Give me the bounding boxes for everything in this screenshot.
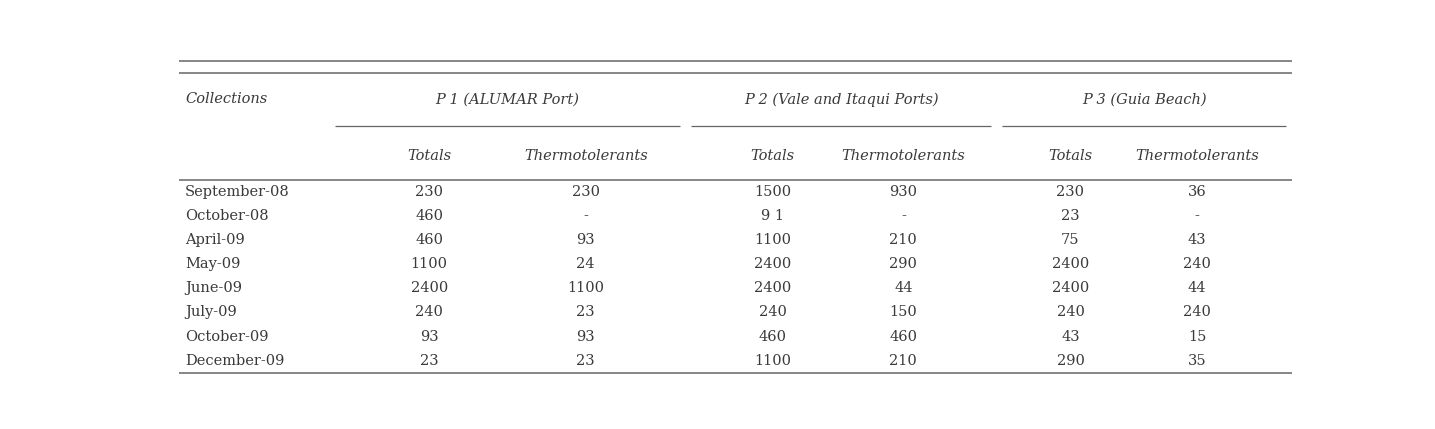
Text: September-08: September-08 [185,185,290,199]
Text: October-09: October-09 [185,329,268,344]
Text: 9 1: 9 1 [761,209,784,224]
Text: 460: 460 [415,209,443,224]
Text: 230: 230 [1056,185,1085,199]
Text: 44: 44 [1188,281,1207,296]
Text: 240: 240 [1056,305,1085,320]
Text: May-09: May-09 [185,257,240,272]
Text: 93: 93 [577,329,596,344]
Text: 290: 290 [1056,353,1085,368]
Text: 36: 36 [1188,185,1207,199]
Text: Thermotolerants: Thermotolerants [524,148,647,163]
Text: 15: 15 [1188,329,1207,344]
Text: Totals: Totals [1049,148,1092,163]
Text: 460: 460 [759,329,786,344]
Text: 230: 230 [415,185,443,199]
Text: 44: 44 [894,281,913,296]
Text: 240: 240 [1184,305,1211,320]
Text: 210: 210 [890,233,917,248]
Text: -: - [1195,209,1200,224]
Text: 210: 210 [890,353,917,368]
Text: 23: 23 [577,353,596,368]
Text: 1100: 1100 [753,353,791,368]
Text: 460: 460 [415,233,443,248]
Text: Totals: Totals [751,148,795,163]
Text: 240: 240 [759,305,786,320]
Text: 2400: 2400 [410,281,448,296]
Text: 23: 23 [420,353,439,368]
Text: 290: 290 [890,257,917,272]
Text: Collections: Collections [185,92,267,106]
Text: 150: 150 [890,305,917,320]
Text: 2400: 2400 [753,257,791,272]
Text: June-09: June-09 [185,281,243,296]
Text: April-09: April-09 [185,233,245,248]
Text: 2400: 2400 [753,281,791,296]
Text: 1100: 1100 [753,233,791,248]
Text: P 1 (ALUMAR Port): P 1 (ALUMAR Port) [435,92,580,106]
Text: Totals: Totals [408,148,451,163]
Text: -: - [901,209,905,224]
Text: 2400: 2400 [1052,257,1089,272]
Text: P 3 (Guia Beach): P 3 (Guia Beach) [1082,92,1207,106]
Text: 75: 75 [1062,233,1079,248]
Text: 23: 23 [1060,209,1079,224]
Text: 24: 24 [577,257,596,272]
Text: 240: 240 [415,305,443,320]
Text: 93: 93 [420,329,439,344]
Text: December-09: December-09 [185,353,284,368]
Text: 43: 43 [1060,329,1079,344]
Text: October-08: October-08 [185,209,268,224]
Text: 1100: 1100 [567,281,604,296]
Text: Thermotolerants: Thermotolerants [1135,148,1258,163]
Text: -: - [583,209,588,224]
Text: 1500: 1500 [753,185,791,199]
Text: 2400: 2400 [1052,281,1089,296]
Text: 460: 460 [890,329,917,344]
Text: 35: 35 [1188,353,1207,368]
Text: 43: 43 [1188,233,1207,248]
Text: 23: 23 [577,305,596,320]
Text: July-09: July-09 [185,305,237,320]
Text: 1100: 1100 [410,257,448,272]
Text: 930: 930 [890,185,917,199]
Text: 230: 230 [571,185,600,199]
Text: 93: 93 [577,233,596,248]
Text: Thermotolerants: Thermotolerants [841,148,966,163]
Text: 240: 240 [1184,257,1211,272]
Text: P 2 (Vale and Itaqui Ports): P 2 (Vale and Itaqui Ports) [743,92,938,106]
